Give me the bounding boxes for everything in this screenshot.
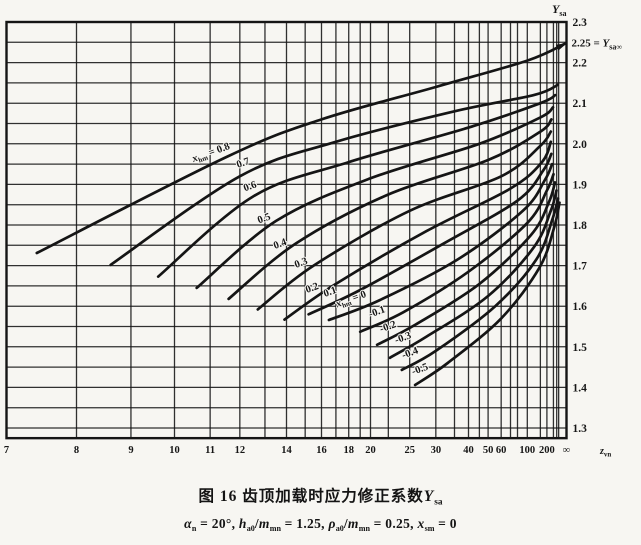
curve-xhm--0.5 <box>413 201 561 387</box>
text-segment: a0 <box>246 523 255 533</box>
curve-xhm--0.2 <box>375 181 557 347</box>
text-segment: mn <box>269 523 281 533</box>
text-segment: Y <box>423 488 435 505</box>
y-tick-1.5: 1.5 <box>573 342 588 354</box>
curve-xhm-0 <box>327 162 554 322</box>
text-segment: = 1.25, <box>280 515 329 531</box>
x-tick-18: 18 <box>343 445 354 456</box>
plot-border <box>5 20 568 440</box>
curve-label-0.7: 0.7 <box>235 156 251 171</box>
y-tick-1.6: 1.6 <box>573 301 588 313</box>
curve-xhm--0.3 <box>388 189 558 360</box>
figure-caption: 图 16 齿顶加载时应力修正系数Ysa αn = 20°, ha0/mmn = … <box>0 486 641 539</box>
y-tick-2.1: 2.1 <box>573 98 588 110</box>
curve-xhm--0.1 <box>358 172 555 334</box>
y-tick-2.2: 2.2 <box>573 58 588 70</box>
y-tick-2.3: 2.3 <box>573 17 588 29</box>
x-axis-title: zvn <box>599 446 611 459</box>
x-tick-30: 30 <box>431 445 442 456</box>
text-segment: h <box>238 515 247 531</box>
text-segment: sa <box>434 497 443 508</box>
curve-label-0: xhm = 0 <box>334 289 369 312</box>
curve-xhm-0.2 <box>283 140 553 321</box>
x-tick-12: 12 <box>235 445 246 456</box>
chart-background <box>0 0 641 484</box>
curve-label-0.6: 0.6 <box>242 179 258 194</box>
curve-xhm-0.8 <box>35 41 568 255</box>
figure-conditions: αn = 20°, ha0/mmn = 1.25, ρa0/mmn = 0.25… <box>0 514 641 539</box>
text-segment: ρ <box>328 515 336 531</box>
text-segment: m <box>258 515 270 531</box>
x-tick-20: 20 <box>365 445 376 456</box>
figure-title: 图 16 齿顶加载时应力修正系数Ysa <box>0 486 641 514</box>
text-segment: = 20°, <box>196 515 239 531</box>
x-tick-8: 8 <box>74 445 79 456</box>
text-segment: x <box>417 515 425 531</box>
curve-xhm-0.5 <box>195 105 555 290</box>
curve-xhm-0.6 <box>156 93 557 278</box>
curve-label-0.5: 0.5 <box>256 212 272 227</box>
text-segment: = 0 <box>434 515 457 531</box>
text-segment: 图 16 齿顶加载时应力修正系数 <box>198 488 424 505</box>
y-tick-1.3: 1.3 <box>573 423 588 435</box>
x-tick-25: 25 <box>404 445 415 456</box>
text-segment: n <box>191 523 197 533</box>
x-tick-200: 200 <box>539 445 555 456</box>
curve-label-0.1: 0.1 <box>322 285 338 300</box>
annotation-ysa-infinity: 2.25 = Ysa∞ <box>572 37 623 51</box>
curve-xhm-0.1 <box>307 152 553 316</box>
y-tick-1.4: 1.4 <box>573 382 588 394</box>
y-tick-1.8: 1.8 <box>573 220 588 232</box>
curve-xhm-0.4 <box>227 118 553 301</box>
x-tick-40: 40 <box>463 445 474 456</box>
curve-xhm--0.4 <box>400 197 560 372</box>
y-tick-2.0: 2.0 <box>573 139 588 151</box>
text-segment: / <box>343 515 348 531</box>
x-tick-10: 10 <box>169 445 180 456</box>
x-tick-11: 11 <box>205 445 215 456</box>
curve-xhm-0.3 <box>256 130 553 311</box>
x-tick-9: 9 <box>128 445 133 456</box>
x-tick-100: 100 <box>519 445 535 456</box>
x-tick-60: 60 <box>496 445 507 456</box>
curve-label-0.2: 0.2 <box>304 281 320 296</box>
text-segment: mn <box>358 523 370 533</box>
text-segment: a0 <box>335 523 344 533</box>
y-tick-1.7: 1.7 <box>573 261 588 273</box>
text-segment: / <box>254 515 259 531</box>
text-segment: α <box>184 515 192 531</box>
curve-arrowhead <box>555 43 568 51</box>
x-tick-50: 50 <box>483 445 494 456</box>
y-axis-title: Ysa <box>552 2 566 18</box>
text-segment: = 0.25, <box>369 515 418 531</box>
curve-label-0.3: 0.3 <box>293 256 309 271</box>
text-segment: sm <box>424 523 435 533</box>
y-tick-1.9: 1.9 <box>573 179 588 191</box>
curve-xhm-0.7 <box>109 83 560 267</box>
x-tick-7: 7 <box>4 445 9 456</box>
text-segment: m <box>347 515 359 531</box>
x-tick-∞: ∞ <box>563 445 571 456</box>
x-tick-14: 14 <box>281 445 292 456</box>
x-tick-16: 16 <box>316 445 327 456</box>
